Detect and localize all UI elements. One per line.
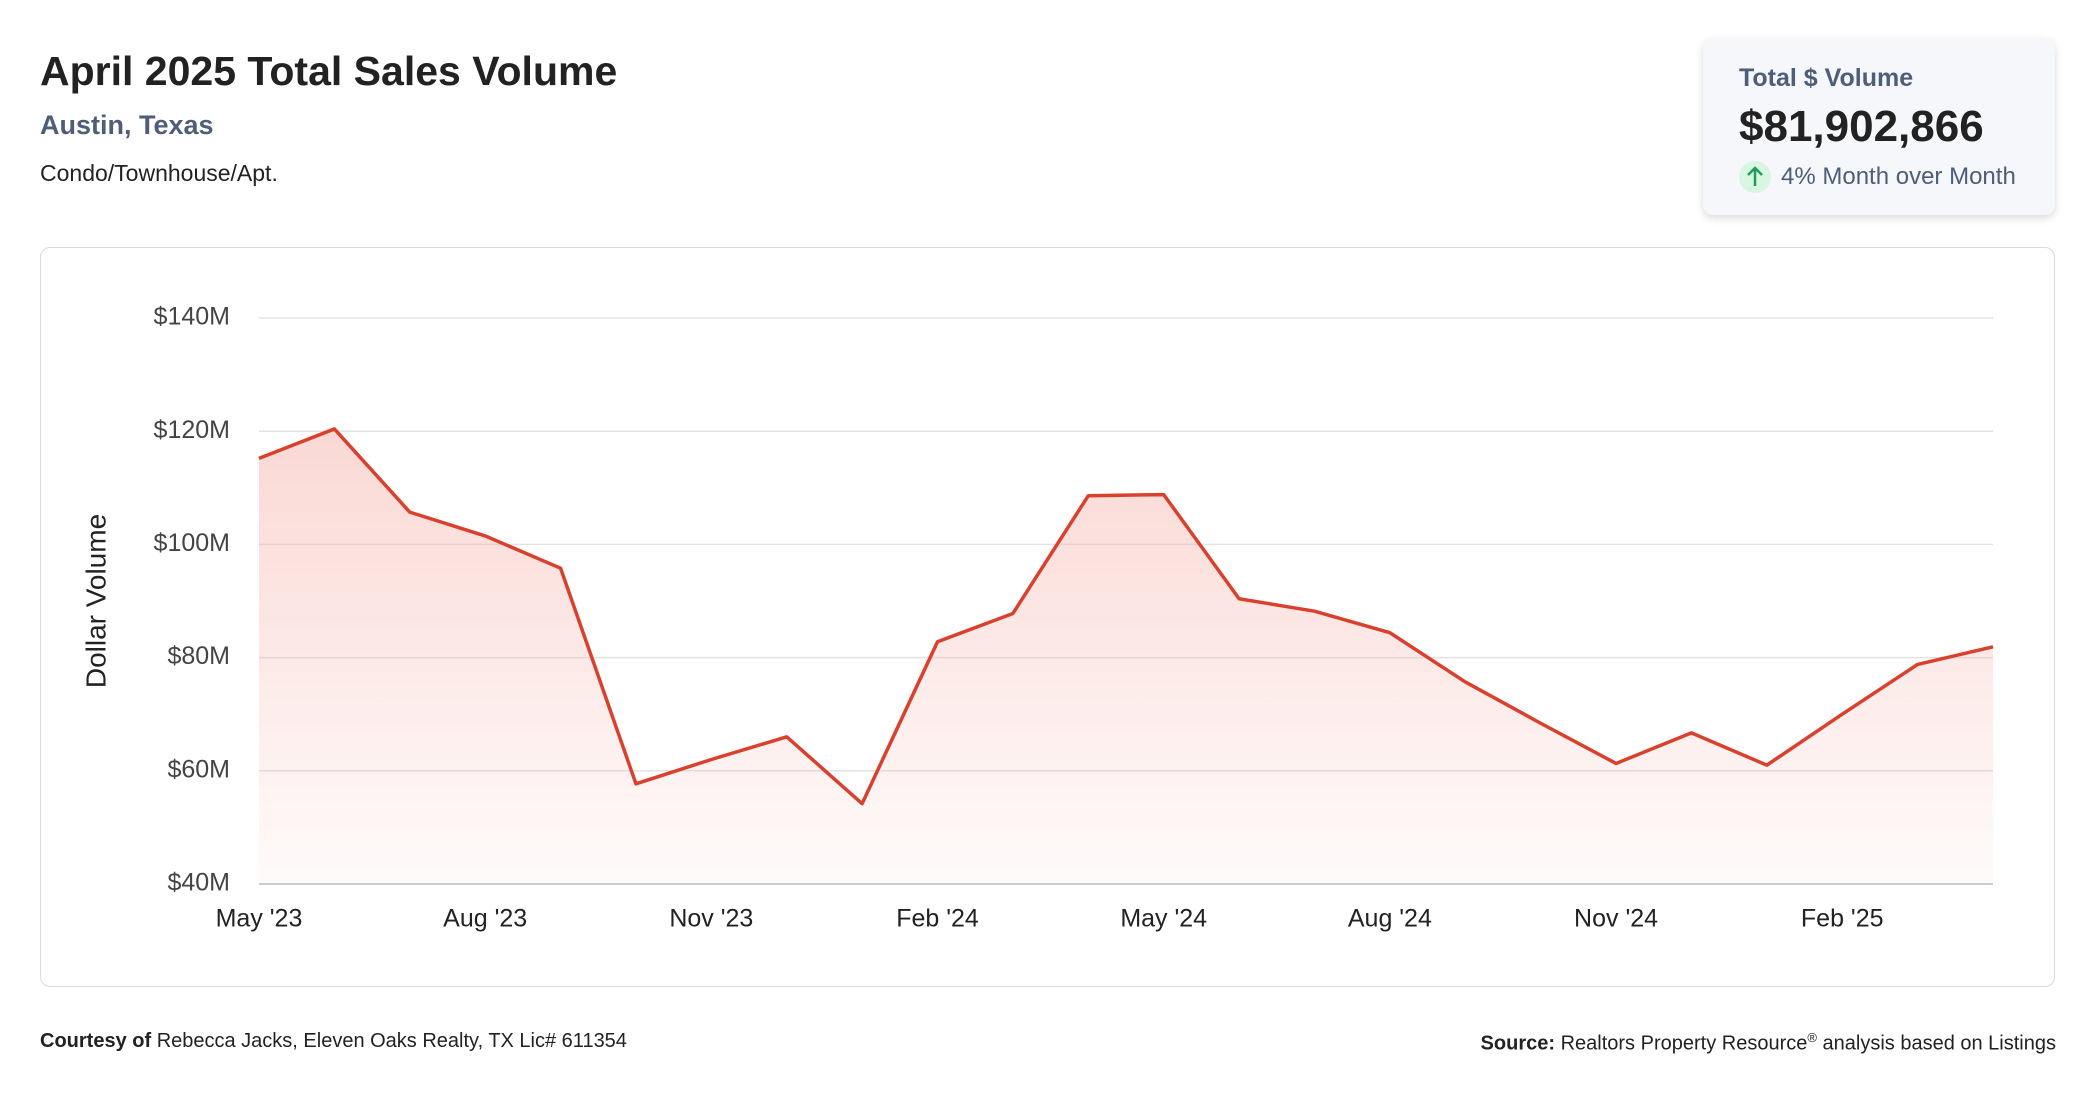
y-tick-label: $40M	[167, 869, 230, 897]
card-label: Total $ Volume	[1739, 64, 1914, 92]
card-value: $81,902,866	[1739, 102, 1984, 151]
chart-frame	[40, 247, 2055, 987]
title: April 2025 Total Sales Volume	[40, 48, 618, 94]
courtesy-label: Courtesy of	[40, 1030, 152, 1052]
area	[259, 428, 1993, 884]
x-tick-label: Nov '24	[1574, 905, 1658, 933]
y-tick-label: $140M	[154, 303, 230, 331]
location: Austin, Texas	[40, 110, 214, 140]
source-text: Realtors Property Resource	[1560, 1032, 1808, 1055]
card-change: 4% Month over Month	[1739, 161, 2016, 193]
source: Source: Realtors Property Resource® anal…	[1481, 1030, 2056, 1056]
source-mark: ®	[1807, 1030, 1817, 1045]
y-tick-label: $100M	[154, 529, 230, 557]
property-type: Condo/Townhouse/Apt.	[40, 160, 278, 186]
line	[258, 427, 1994, 806]
y-tick-label: $120M	[154, 416, 230, 444]
source-rest: analysis based on Listings	[1822, 1032, 2056, 1055]
summary-card: Total $ Volume $81,902,866 4% Month over…	[1703, 38, 2055, 215]
courtesy-text: Rebecca Jacks, Eleven Oaks Realty, TX Li…	[156, 1030, 627, 1052]
source-label: Source:	[1480, 1032, 1556, 1055]
x-tick-label: May '24	[1120, 905, 1207, 933]
x-tick-label: Nov '23	[669, 905, 753, 933]
y-tick-label: $80M	[167, 642, 230, 670]
x-tick-label: Feb '25	[1801, 905, 1884, 933]
x-tick-label: Feb '24	[896, 905, 979, 933]
change-text: 4% Month over Month	[1781, 163, 2016, 190]
y-axis-label: Dollar Volume	[80, 514, 111, 688]
courtesy: Courtesy of Rebecca Jacks, Eleven Oaks R…	[40, 1030, 627, 1053]
y-tick-label: $60M	[167, 755, 230, 783]
x-tick-label: Aug '23	[443, 905, 527, 933]
up-arrow-icon	[1739, 161, 1771, 193]
x-tick-label: Aug '24	[1348, 905, 1432, 933]
x-tick-label: May '23	[216, 905, 303, 933]
